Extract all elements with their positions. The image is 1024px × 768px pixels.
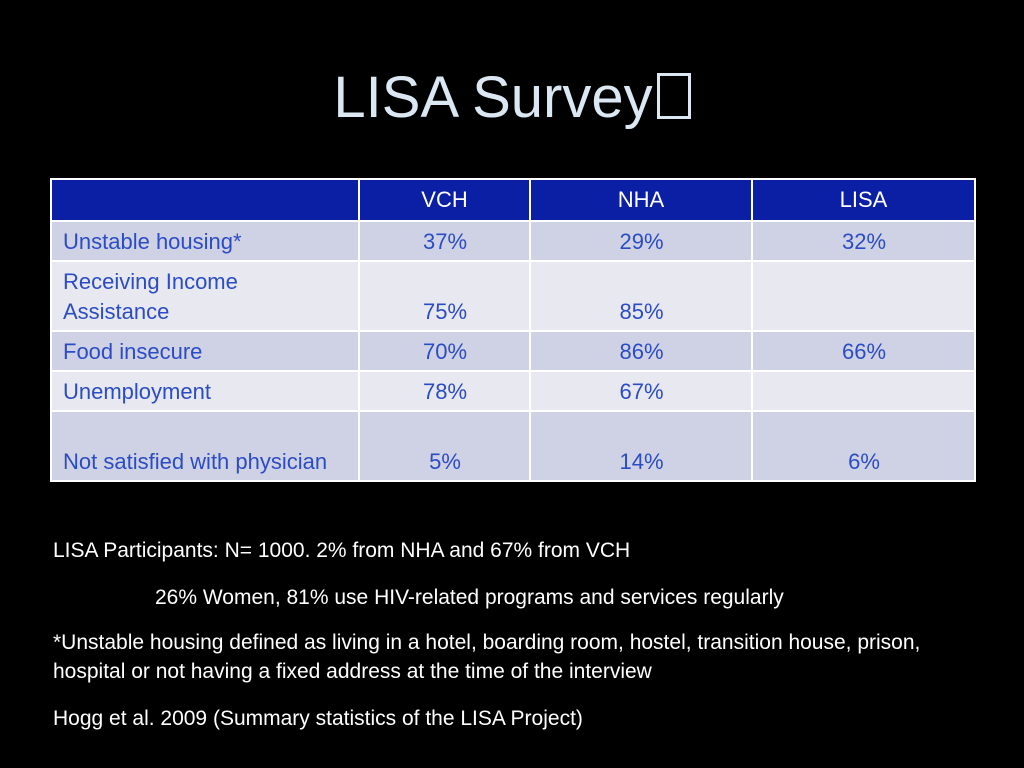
notes-block: LISA Participants: N= 1000. 2% from NHA …: [53, 536, 983, 733]
row-label: Receiving Income Assistance: [50, 260, 360, 332]
cell-lisa: [751, 260, 976, 332]
header-cell-vch: VCH: [358, 178, 531, 222]
header-cell-lisa: LISA: [751, 178, 976, 222]
header-cell-empty: [50, 178, 360, 222]
slide-title-text: LISA Survey: [333, 65, 653, 130]
header-cell-nha: NHA: [529, 178, 753, 222]
cell-vch: 78%: [358, 370, 531, 412]
cell-nha: 86%: [529, 330, 753, 372]
cell-lisa: 32%: [751, 220, 976, 262]
row-label: Food insecure: [50, 330, 360, 372]
cell-nha: 29%: [529, 220, 753, 262]
table-row: Food insecure 70% 86% 66%: [50, 330, 976, 372]
unstable-housing-definition: *Unstable housing defined as living in a…: [53, 631, 921, 683]
missing-glyph-box-icon: [656, 73, 691, 119]
row-label: Unstable housing*: [50, 220, 360, 262]
table-row: Not satisfied with physician 5% 14% 6%: [50, 410, 976, 482]
table-row: Unstable housing* 37% 29% 32%: [50, 220, 976, 262]
citation: Hogg et al. 2009 (Summary statistics of …: [53, 707, 583, 730]
cell-nha: 67%: [529, 370, 753, 412]
cell-lisa: 6%: [751, 410, 976, 482]
slide-title: LISA Survey: [0, 62, 1024, 134]
demographics-note: 26% Women, 81% use HIV-related programs …: [155, 586, 784, 609]
participants-note: LISA Participants: N= 1000. 2% from NHA …: [53, 539, 631, 562]
cell-vch: 75%: [358, 260, 531, 332]
table-header-row: VCH NHA LISA: [50, 178, 976, 222]
survey-table: VCH NHA LISA Unstable housing* 37% 29% 3…: [50, 178, 976, 482]
cell-lisa: 66%: [751, 330, 976, 372]
row-label: Unemployment: [50, 370, 360, 412]
cell-vch: 70%: [358, 330, 531, 372]
cell-vch: 5%: [358, 410, 531, 482]
cell-vch: 37%: [358, 220, 531, 262]
row-label: Not satisfied with physician: [50, 410, 360, 482]
table-row: Unemployment 78% 67%: [50, 370, 976, 412]
cell-lisa: [751, 370, 976, 412]
table-row: Receiving Income Assistance 75% 85%: [50, 260, 976, 332]
cell-nha: 14%: [529, 410, 753, 482]
cell-nha: 85%: [529, 260, 753, 332]
